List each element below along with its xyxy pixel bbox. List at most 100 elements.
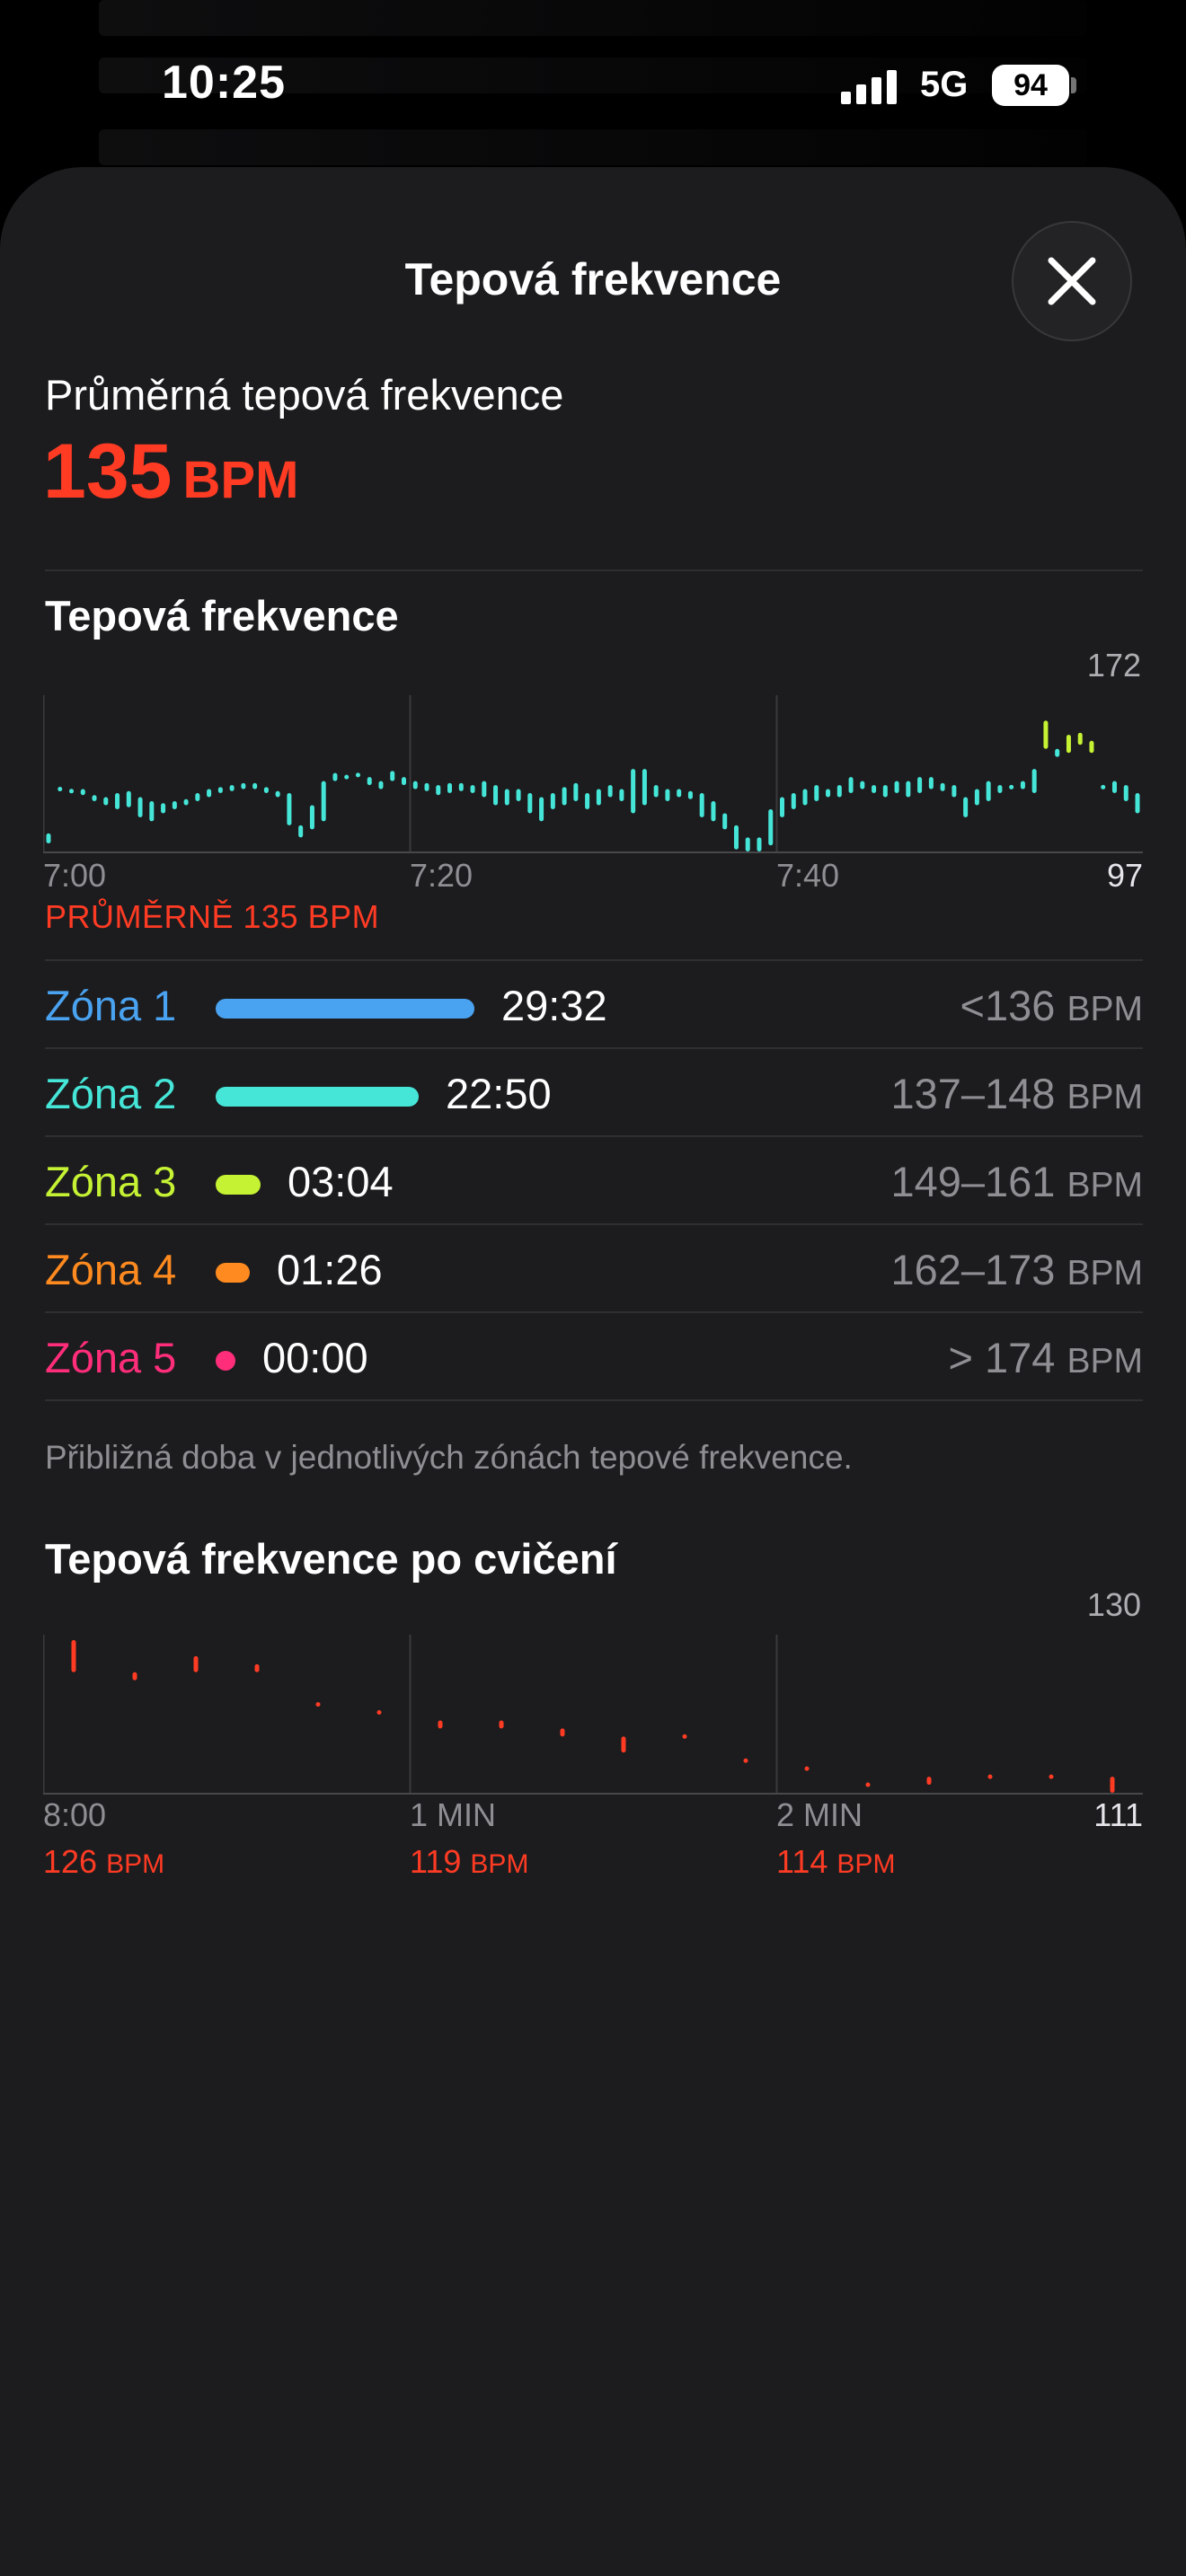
sheet-title: Tepová frekvence: [404, 254, 782, 304]
data-bar: [585, 793, 590, 809]
zone-range-value: 149–161: [890, 1158, 1056, 1205]
heart-rate-sheet: Tepová frekvence Průměrná tepová frekven…: [0, 167, 1186, 2576]
recovery-chart-y-max: 130: [1086, 1586, 1141, 1623]
data-bar: [1049, 1774, 1054, 1779]
hr-chart-x-axis: 7:00 7:20 7:40 97: [43, 857, 1143, 896]
zone-duration-bar: [216, 1175, 261, 1195]
average-heart-rate-unit: BPM: [182, 451, 299, 509]
data-bar: [621, 1736, 626, 1753]
data-bar: [482, 781, 487, 798]
data-bar: [550, 793, 555, 809]
recovery-column-0: 8:00 126 BPM: [43, 1796, 164, 1881]
data-bar: [263, 787, 269, 794]
data-bar: [677, 789, 682, 798]
data-bar: [149, 801, 155, 822]
data-bar: [516, 789, 521, 801]
data-bar: [562, 787, 567, 806]
average-heart-rate-value: 135 BPM: [43, 428, 298, 516]
data-bar: [745, 837, 750, 851]
zone-range-value: 162–173: [890, 1246, 1056, 1293]
zone-time: 00:00: [262, 1334, 368, 1381]
data-bar: [207, 789, 212, 798]
zone-name: Zóna 4: [45, 1246, 177, 1293]
data-bar: [1009, 784, 1014, 790]
data-bar: [619, 789, 624, 801]
recovery-bpm-unit: BPM: [836, 1849, 896, 1879]
recovery-chart-y-min: 111: [1093, 1796, 1143, 1833]
data-bar: [682, 1734, 687, 1739]
data-bar: [1055, 748, 1060, 757]
data-bar: [987, 1774, 993, 1779]
data-bar: [1020, 781, 1025, 790]
zone-range: 149–161 BPM: [890, 1157, 1143, 1206]
data-bar: [1123, 785, 1128, 801]
data-bar: [1110, 1777, 1115, 1793]
recovery-bpm: 114 BPM: [776, 1843, 895, 1881]
zone-range-value: > 174: [948, 1334, 1056, 1381]
data-bar: [275, 790, 280, 798]
data-bar: [80, 789, 85, 796]
data-bar: [940, 782, 945, 791]
zone-duration-bar: [216, 999, 474, 1019]
data-bar: [743, 1758, 748, 1763]
data-bar: [126, 790, 131, 807]
recovery-bpm-value: 114: [776, 1843, 828, 1880]
recovery-bpm-value: 119: [410, 1843, 462, 1880]
recovery-bpm-unit: BPM: [106, 1849, 165, 1879]
data-bar: [1043, 720, 1049, 749]
zone-name: Zóna 3: [45, 1158, 177, 1205]
zone-name: Zóna 5: [45, 1334, 177, 1381]
hr-x-label-2: 7:40: [776, 857, 840, 894]
data-bar: [137, 797, 143, 817]
close-button[interactable]: [1013, 223, 1130, 340]
divider: [45, 1135, 1143, 1137]
data-bar: [848, 777, 854, 794]
zone-range-unit: BPM: [1067, 1166, 1143, 1204]
zone-row-2: Zóna 2 22:50 137–148 BPM: [45, 1049, 1143, 1137]
data-bar: [254, 1663, 260, 1672]
data-bar: [69, 789, 75, 794]
divider: [45, 1223, 1143, 1225]
hr-x-label-1: 7:20: [410, 857, 474, 894]
data-bar: [499, 1720, 504, 1729]
data-bar: [560, 1728, 565, 1737]
recovery-chart: [43, 1635, 1143, 1795]
data-bar: [172, 801, 177, 809]
recovery-bpm-value: 126: [43, 1843, 98, 1880]
recovery-time: 1 MIN: [410, 1796, 497, 1833]
zone-time: 01:26: [277, 1246, 383, 1293]
data-bar: [1111, 781, 1117, 794]
data-bar: [195, 793, 200, 801]
data-bar: [882, 785, 888, 798]
zone-range-unit: BPM: [1067, 1342, 1143, 1381]
recovery-chart-x-axis: 111: [43, 1796, 1143, 1836]
zone-time: 22:50: [446, 1070, 552, 1117]
data-bar: [1031, 769, 1037, 794]
data-bar: [826, 789, 831, 798]
average-heart-rate-label: Průměrná tepová frekvence: [45, 371, 564, 419]
zone-duration-bar: [216, 1263, 250, 1283]
zone-duration-bar: [216, 1087, 419, 1107]
data-bar: [1101, 784, 1106, 790]
data-bar: [447, 782, 453, 794]
data-bar: [865, 1782, 871, 1787]
recovery-chart-title: Tepová frekvence po cvičení: [45, 1535, 617, 1583]
recovery-bpm: 119 BPM: [410, 1843, 528, 1881]
zone-range-unit: BPM: [1067, 990, 1143, 1028]
hr-chart-y-max: 172: [1086, 647, 1141, 684]
zone-name: Zóna 1: [45, 982, 177, 1029]
data-bar: [332, 772, 338, 781]
zone-range-value: 137–148: [890, 1070, 1056, 1117]
data-bar: [58, 787, 63, 792]
data-bar: [804, 1766, 810, 1771]
status-bar: 10:25 5G 94: [0, 0, 1186, 171]
data-bar: [699, 793, 704, 817]
data-bar: [906, 781, 911, 798]
recovery-bpm-unit: BPM: [470, 1849, 529, 1879]
data-bar: [631, 769, 636, 814]
data-bar: [115, 793, 120, 809]
data-bar: [974, 789, 979, 806]
data-bar: [926, 1777, 932, 1786]
zone-duration-bar: [216, 1351, 235, 1371]
data-bar: [470, 785, 475, 794]
